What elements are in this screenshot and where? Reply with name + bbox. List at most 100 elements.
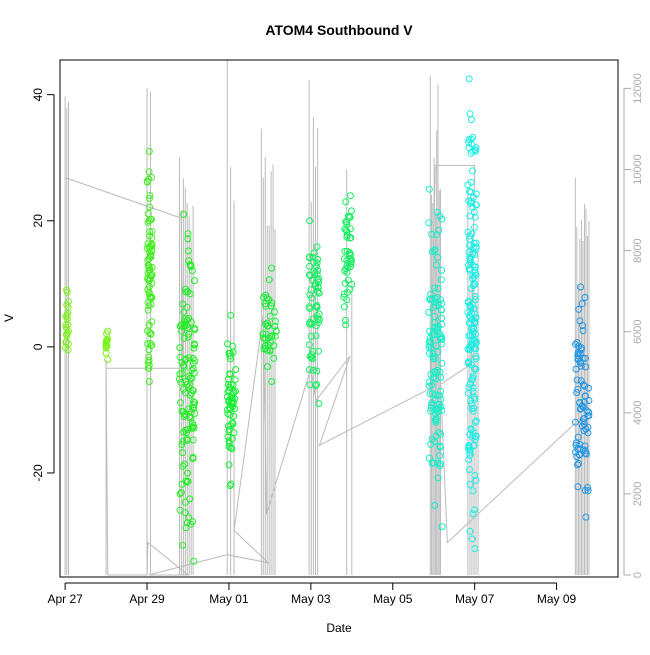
data-point bbox=[578, 300, 586, 308]
data-point bbox=[145, 147, 153, 155]
data-point bbox=[341, 247, 349, 255]
data-point bbox=[427, 440, 435, 448]
data-point bbox=[310, 249, 318, 257]
data-point bbox=[466, 466, 473, 473]
data-point bbox=[178, 370, 186, 378]
data-point bbox=[343, 221, 351, 229]
data-point bbox=[313, 303, 321, 311]
data-point bbox=[184, 247, 192, 255]
secondary-tick-label: 4000 bbox=[632, 401, 644, 425]
data-point bbox=[436, 212, 444, 220]
data-point bbox=[145, 361, 153, 369]
data-point bbox=[182, 288, 190, 296]
chart-title: ATOM4 Southbound V bbox=[265, 22, 413, 38]
data-point bbox=[180, 363, 188, 371]
data-point bbox=[185, 405, 193, 413]
data-point bbox=[431, 284, 438, 292]
data-point bbox=[578, 344, 585, 352]
data-point bbox=[431, 246, 439, 254]
data-point bbox=[148, 242, 156, 250]
data-point bbox=[471, 395, 479, 403]
data-point bbox=[315, 400, 323, 408]
data-point bbox=[305, 341, 313, 349]
data-point bbox=[189, 453, 197, 461]
x-tick-label: May 07 bbox=[455, 592, 495, 606]
data-point bbox=[464, 228, 472, 236]
data-point bbox=[575, 305, 583, 313]
x-tick-label: May 05 bbox=[373, 592, 413, 606]
data-point bbox=[427, 290, 435, 298]
data-point bbox=[342, 198, 350, 206]
data-point bbox=[468, 250, 476, 258]
data-point bbox=[466, 380, 474, 388]
data-point bbox=[428, 381, 436, 389]
data-point bbox=[176, 490, 184, 498]
data-point bbox=[190, 340, 198, 348]
data-point bbox=[471, 545, 479, 553]
data-point bbox=[434, 408, 442, 416]
data-point bbox=[313, 381, 321, 388]
data-point bbox=[466, 448, 474, 456]
data-point bbox=[573, 376, 581, 384]
data-point bbox=[307, 353, 315, 361]
data-point bbox=[465, 359, 472, 367]
data-point bbox=[309, 355, 317, 362]
data-point bbox=[469, 282, 477, 289]
data-point bbox=[343, 231, 351, 239]
data-point bbox=[471, 223, 478, 231]
data-point bbox=[146, 192, 154, 199]
data-point bbox=[313, 243, 321, 251]
data-point bbox=[179, 541, 187, 549]
data-point bbox=[436, 442, 444, 450]
data-point bbox=[432, 415, 440, 422]
data-point bbox=[179, 462, 187, 470]
data-point bbox=[471, 266, 479, 274]
data-point bbox=[466, 266, 474, 274]
data-point bbox=[62, 324, 70, 332]
secondary-tick-label: 12000 bbox=[632, 73, 644, 104]
data-point bbox=[184, 235, 192, 243]
data-point bbox=[62, 330, 70, 338]
data-point bbox=[466, 242, 474, 249]
data-point bbox=[186, 413, 194, 421]
data-point bbox=[427, 295, 435, 303]
data-point bbox=[180, 308, 188, 316]
data-point bbox=[144, 256, 152, 264]
data-point bbox=[472, 365, 480, 373]
data-point bbox=[466, 232, 474, 240]
data-point bbox=[180, 323, 188, 330]
data-point bbox=[584, 412, 592, 420]
data-point bbox=[472, 355, 480, 363]
data-point bbox=[184, 333, 192, 341]
data-point bbox=[437, 387, 445, 395]
data-point bbox=[430, 459, 438, 467]
data-point bbox=[145, 175, 153, 183]
data-point bbox=[580, 427, 588, 435]
data-point bbox=[103, 330, 111, 338]
data-point bbox=[270, 342, 278, 350]
data-point bbox=[264, 322, 271, 330]
data-point bbox=[183, 381, 191, 388]
data-point bbox=[148, 227, 156, 235]
data-point bbox=[346, 285, 354, 293]
data-point bbox=[465, 75, 473, 83]
data-point bbox=[144, 210, 152, 218]
data-point bbox=[430, 331, 438, 339]
data-point bbox=[145, 353, 153, 361]
data-point bbox=[145, 277, 153, 284]
data-point bbox=[145, 217, 153, 225]
data-point bbox=[577, 377, 585, 385]
data-point bbox=[432, 261, 440, 269]
data-point bbox=[468, 535, 476, 543]
data-point bbox=[342, 316, 349, 324]
data-point bbox=[228, 419, 236, 427]
data-point bbox=[431, 502, 439, 509]
data-point bbox=[470, 305, 478, 312]
data-point bbox=[191, 277, 198, 285]
data-point bbox=[577, 405, 585, 413]
data-point bbox=[574, 385, 582, 393]
data-point bbox=[472, 338, 480, 346]
data-point bbox=[577, 362, 585, 370]
data-point bbox=[185, 354, 193, 362]
data-point bbox=[584, 487, 592, 495]
